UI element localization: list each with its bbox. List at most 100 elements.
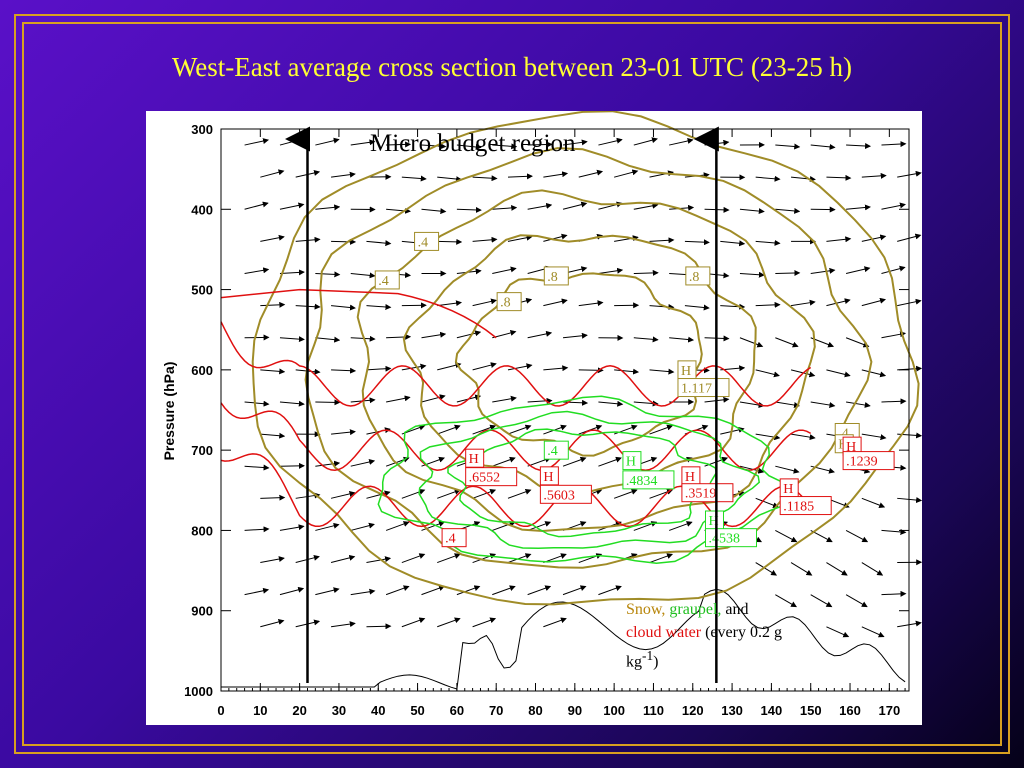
snow-label: .4 [378,274,389,289]
figure-legend: Snow, graupel, and cloud water (every 0.… [626,598,866,673]
snow-label: .8 [500,296,511,311]
graupel-contours [377,395,798,564]
wind-arrow [543,365,569,372]
wind-arrow [720,240,746,247]
wind-arrow [881,331,907,339]
wind-arrow [649,237,675,244]
wind-arrow [543,171,569,178]
wind-arrow [598,137,623,146]
wind-arrow [279,202,305,210]
legend-and: and [725,601,749,618]
slide-title: West-East average cross section between … [171,52,853,82]
wind-arrow [861,234,887,242]
wind-arrow [315,336,341,343]
wind-arrow [507,553,532,564]
wind-arrow [649,424,674,435]
plot-axes: 0 10 20 30 40 50 60 70 80 90 100 110 120 130 140 150 160… [161,122,910,718]
wind-arrow [845,266,871,275]
wind-arrow [543,298,568,307]
wind-arrow [260,556,285,564]
wind-arrow [386,141,412,148]
wind-arrow [861,626,885,638]
wind-arrow [563,399,589,406]
wind-arrow [366,490,391,499]
wind-arrow [826,626,850,638]
cloud-label: .1239 [846,455,878,470]
wind-arrow [421,521,445,531]
cloud-label: H [543,470,553,485]
wind-arrow [598,400,624,407]
wind-arrow [472,488,497,499]
wind-arrow [260,494,286,501]
wind-arrow [755,301,781,308]
wind-arrow [331,429,356,436]
wind-arrow [315,399,341,406]
wind-arrow [881,141,907,148]
legend-close: ) [653,653,659,671]
wind-arrow [810,594,833,608]
wind-arrow [527,330,553,339]
snow-contour [454,272,703,457]
terrain-path [221,588,906,690]
wind-arrow [437,300,463,307]
cloud-label: .6552 [469,471,501,486]
wind-arrow [331,304,356,311]
wind-arrow [472,236,498,243]
wind-arrow [826,369,851,378]
wind-arrow [881,398,907,405]
snow-label-box [543,266,569,286]
wind-arrow [472,424,497,435]
wind-arrow [260,432,286,439]
x-tick-label: 10 [253,703,267,718]
wind-arrow [845,529,869,543]
wind-arrow [437,617,461,628]
wind-arrow [366,304,392,310]
wind-arrow [826,174,852,181]
wind-arrow [315,204,341,211]
cloud-label: .4 [445,532,456,547]
wind-arrow [421,585,445,596]
wind-arrow [810,401,836,408]
wind-arrow [244,267,270,275]
wind-arrow [810,267,836,275]
snow-label-box [685,266,711,286]
wind-arrow [861,433,887,441]
wind-arrow [279,400,305,407]
wind-arrow [598,585,622,596]
wind-arrow [421,331,447,339]
wind-arrow [350,588,376,596]
y-tick-label: 600 [191,363,213,378]
x-tick-label: 20 [292,703,306,718]
x-tick-label: 40 [371,703,385,718]
wind-arrow [456,330,482,339]
wind-arrow [385,521,410,531]
wind-arrow [437,362,462,371]
wind-arrow [386,333,412,340]
wind-arrow [437,488,461,499]
wind-arrow [366,365,392,372]
wind-arrow [244,526,270,533]
snow-label: .4 [838,426,849,441]
wind-arrow [826,236,852,243]
y-tick-label: 500 [191,283,213,298]
wind-arrow [260,234,285,242]
wind-arrow [861,369,887,378]
wind-arrow [755,562,778,576]
graupel-label: .4538 [708,532,740,547]
cloud-water-contour [220,288,497,339]
wind-arrow [421,143,447,150]
cloud-label: .3519 [685,487,717,502]
x-tick-label: 130 [721,703,743,718]
wind-arrow [649,553,674,564]
wind-arrow [401,363,427,371]
wind-arrow [507,234,533,242]
cloud-label-box [465,467,518,487]
wind-arrow [386,395,411,403]
wind-arrow [437,424,461,435]
wind-arrow [279,269,305,276]
wind-arrow [562,456,587,467]
x-tick-label: 160 [839,703,861,718]
wind-arrow [826,562,848,576]
wind-arrow [881,590,907,597]
x-tick-label: 110 [643,703,664,718]
